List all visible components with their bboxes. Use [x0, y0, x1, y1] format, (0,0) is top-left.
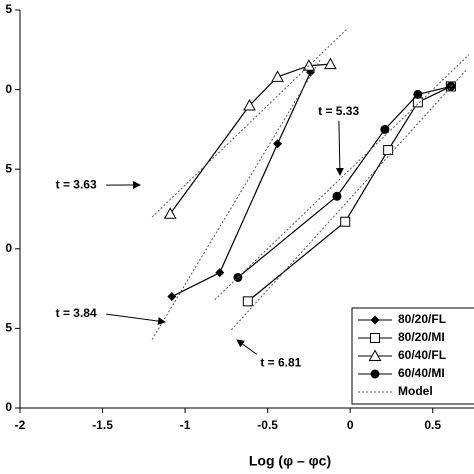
marker [324, 57, 337, 70]
y-tick-label: 0 [5, 400, 12, 414]
x-tick-label: -2 [15, 418, 26, 432]
legend-label: Model [398, 384, 433, 398]
y-tick-label: 5 [5, 321, 12, 335]
legend-marker [370, 315, 380, 325]
legend-label: 60/40/FL [398, 348, 446, 362]
marker [413, 89, 423, 99]
legend-box [351, 307, 474, 405]
marker [215, 268, 225, 278]
x-tick-label: -1 [180, 418, 191, 432]
legend-marker [368, 349, 382, 361]
legend-marker [370, 369, 380, 379]
legend-label: 80/20/MI [398, 330, 445, 344]
marker [340, 216, 351, 227]
marker [446, 81, 456, 91]
marker [273, 139, 283, 149]
x-axis-label: Log (φ – φc) [249, 453, 331, 469]
marker [383, 145, 394, 156]
marker [243, 98, 256, 111]
x-tick-label: -0.5 [257, 418, 278, 432]
marker [302, 59, 316, 71]
annotation-arrow [236, 339, 258, 355]
marker [242, 296, 253, 307]
annotation-arrow [106, 313, 166, 326]
marker [163, 207, 177, 219]
marker [332, 191, 342, 201]
x-tick-label: 0.5 [424, 418, 441, 432]
annotation: t = 5.33 [318, 104, 359, 118]
y-tick-label: 0 [5, 241, 12, 255]
model-line [214, 54, 470, 301]
annotation: t = 3.63 [56, 177, 97, 191]
series-line [171, 71, 312, 298]
annotation: t = 3.84 [56, 306, 97, 320]
series-line [247, 85, 452, 302]
marker [167, 292, 177, 302]
marker [412, 97, 423, 108]
legend-label: 60/40/MI [398, 366, 445, 380]
y-tick-label: 5 [5, 2, 12, 16]
x-tick-label: -1.5 [92, 418, 113, 432]
marker [271, 70, 284, 82]
legend-marker [370, 333, 380, 343]
annotation: t = 6.81 [260, 356, 301, 370]
x-tick-label: 0 [347, 418, 354, 432]
legend-label: 80/20/FL [398, 312, 446, 326]
model-line [151, 28, 348, 218]
marker [380, 124, 390, 134]
y-tick-label: 5 [5, 161, 12, 175]
series-line [169, 63, 331, 215]
model-line [151, 59, 321, 340]
annotation-arrow [335, 120, 344, 176]
y-tick-label: 0 [5, 82, 12, 96]
